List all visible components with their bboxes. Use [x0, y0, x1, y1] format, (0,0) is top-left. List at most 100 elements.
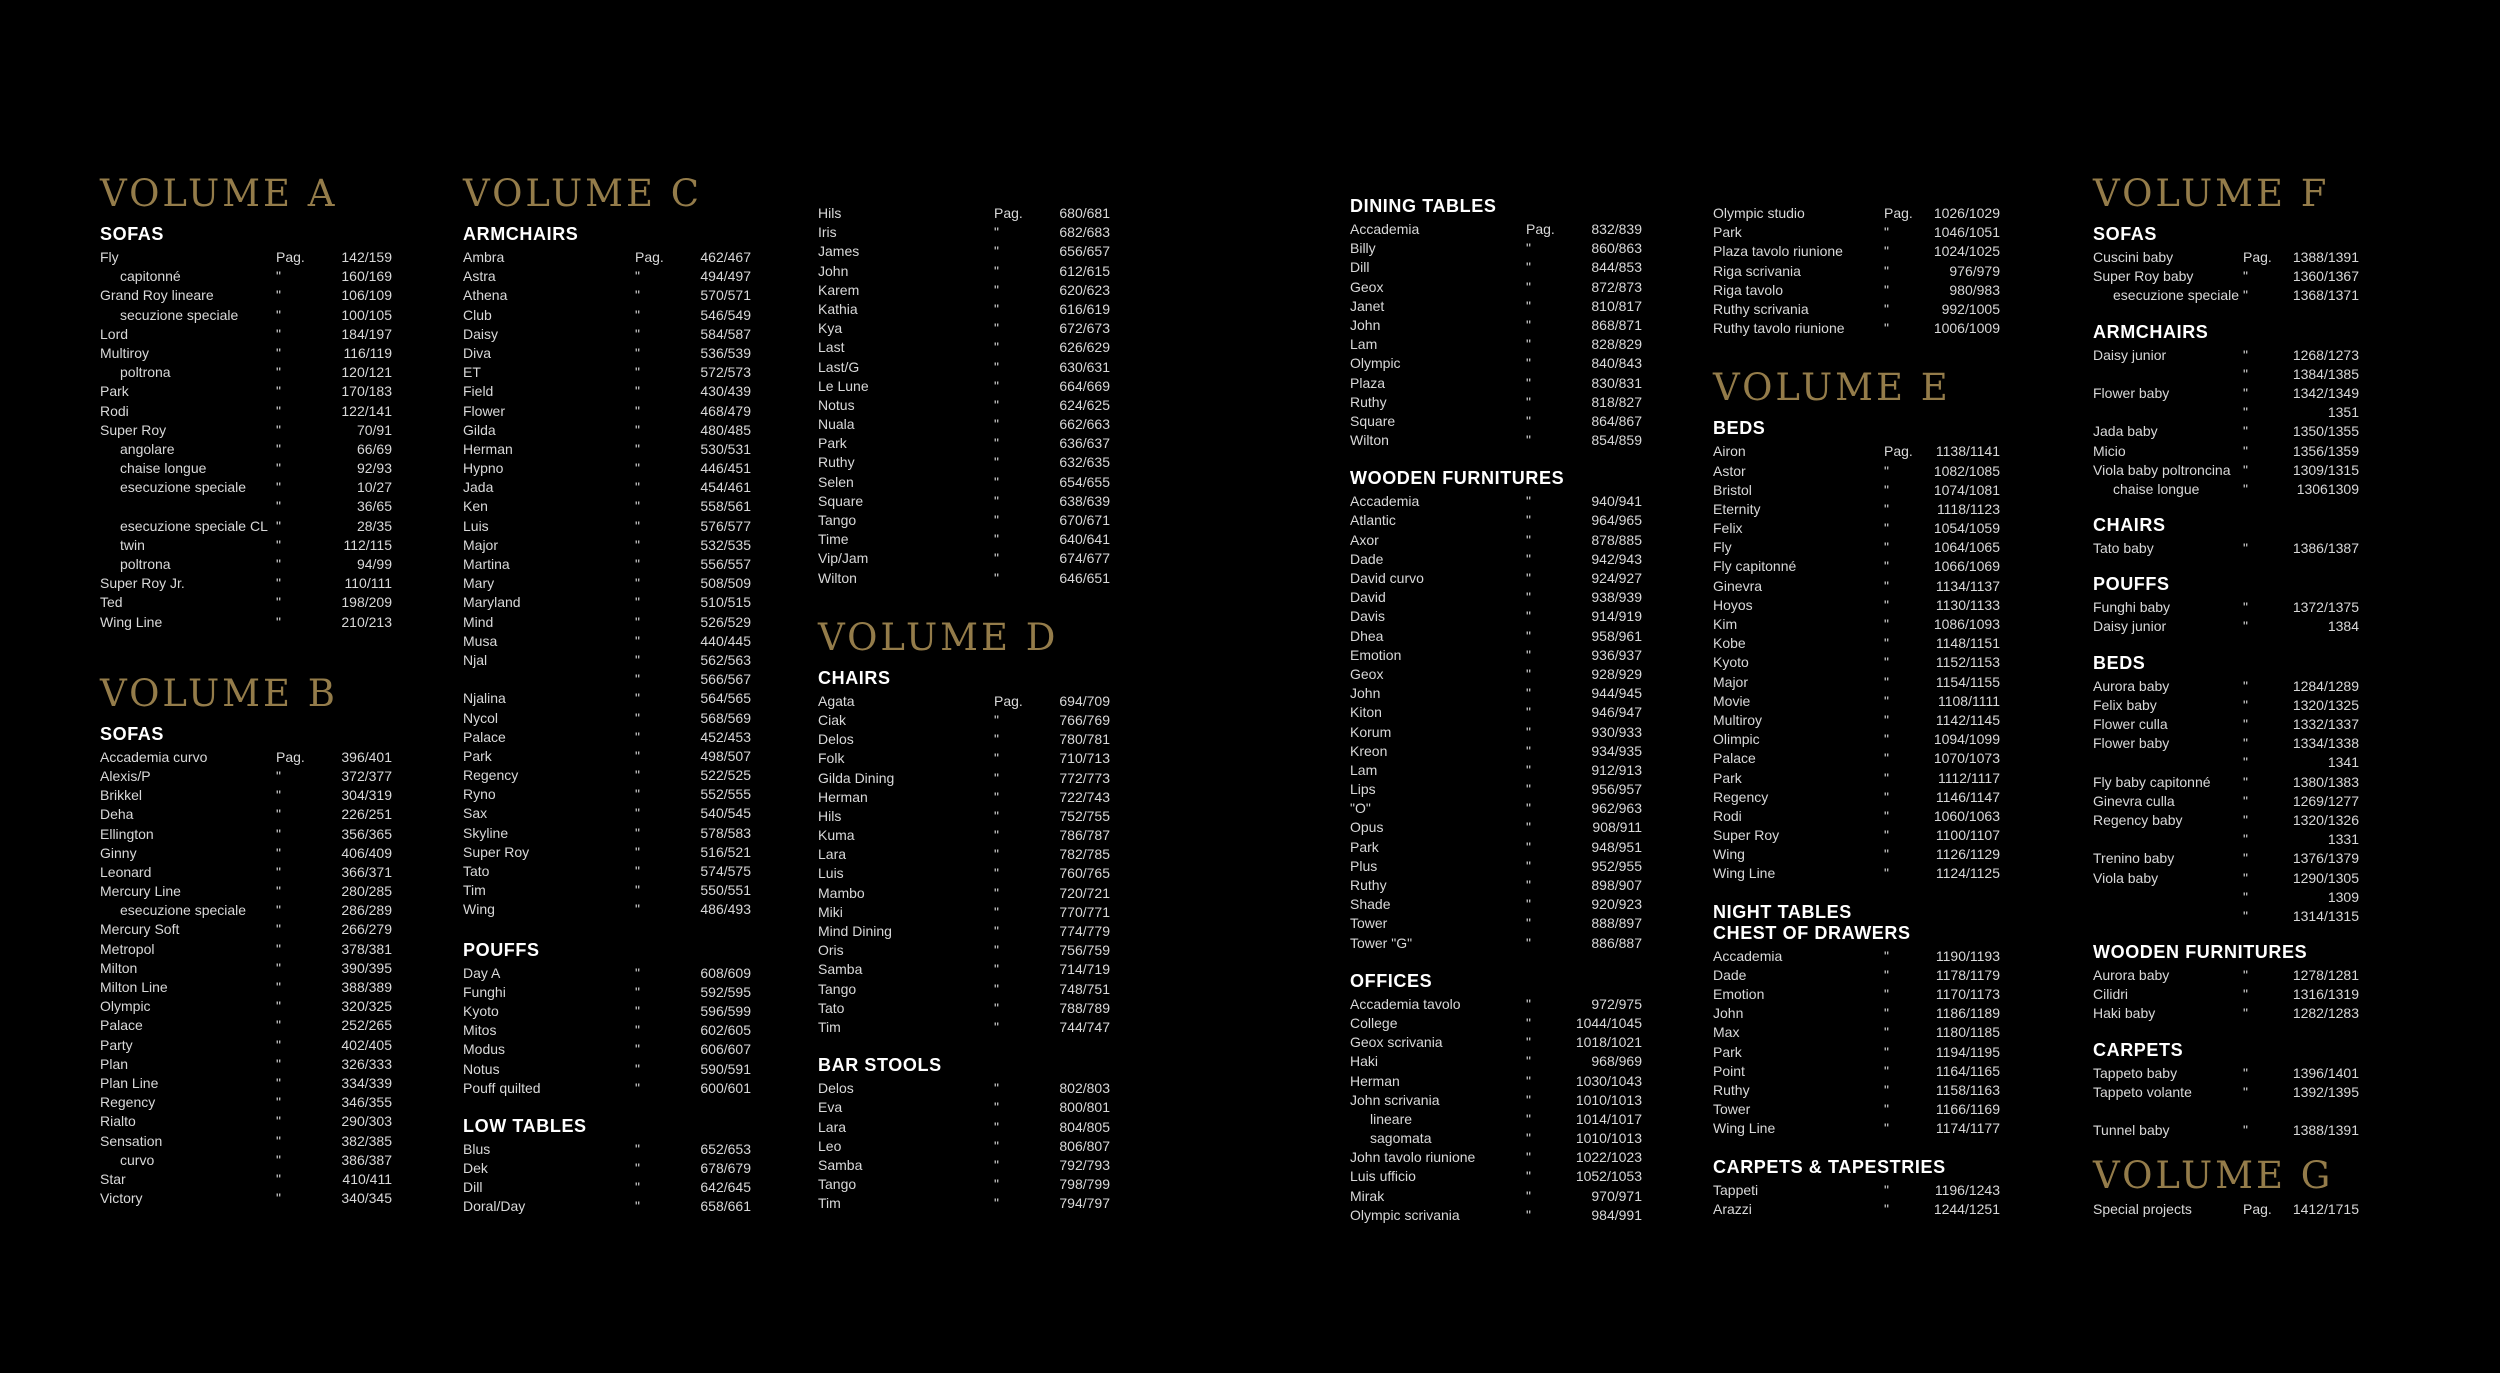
- page-range: 828/829: [1591, 336, 1642, 353]
- index-row: Tato " 574/575: [463, 862, 751, 881]
- product-name: Oris: [818, 942, 844, 959]
- pag-label: ": [276, 1055, 281, 1072]
- index-row: Ruthy tavolo riunione " 1006/1009: [1713, 319, 2000, 338]
- page-range: 608/609: [700, 964, 751, 981]
- index-row: esecuzione speciale CL " 28/35: [100, 517, 392, 536]
- pag-label: ": [1526, 896, 1531, 913]
- index-row: Mercury Soft " 266/279: [100, 920, 392, 939]
- page-range: 584/587: [700, 325, 751, 342]
- product-name: Samba: [818, 1156, 863, 1173]
- index-row: Sax " 540/545: [463, 804, 751, 823]
- page-range: 1146/1147: [1935, 788, 2000, 805]
- pag-label: ": [2243, 792, 2248, 809]
- product-name: Regency: [1713, 788, 1769, 805]
- pag-label: ": [276, 902, 281, 919]
- index-row: Park " 170/183: [100, 382, 392, 401]
- pag-label: ": [1526, 1168, 1531, 1185]
- category-header-line: SOFAS: [100, 723, 165, 744]
- page-range: 710/713: [1059, 750, 1110, 767]
- page-range: 944/945: [1591, 685, 1642, 702]
- product-name: Martina: [463, 556, 510, 572]
- pag-label: ": [1526, 685, 1531, 702]
- index-row: Accademia tavolo " 972/975: [1350, 995, 1642, 1014]
- pag-label: ": [1526, 1130, 1531, 1147]
- index-row: Plan " 326/333: [100, 1055, 392, 1074]
- page-range: 226/251: [341, 806, 392, 823]
- index-row: Olympic studio Pag. 1026/1029: [1713, 204, 2000, 223]
- product-name: Ellington: [100, 825, 154, 842]
- index-row: Mirak " 970/971: [1350, 1187, 1642, 1206]
- product-name: [2093, 753, 2243, 772]
- pag-label: ": [994, 377, 999, 394]
- pag-label: ": [994, 320, 999, 337]
- product-name: Dade: [1713, 966, 1747, 983]
- product-name: Tunnel baby: [2093, 1122, 2170, 1139]
- pag-label: ": [1526, 781, 1531, 798]
- index-row: John " 944/945: [1350, 684, 1642, 703]
- pag-label: ": [994, 454, 999, 471]
- product-name: Fly: [100, 249, 119, 265]
- page-range: 452/453: [700, 728, 751, 745]
- product-name: Regency: [463, 767, 519, 784]
- index-row: Vip/Jam " 674/677: [818, 549, 1110, 568]
- product-name: Emotion: [1713, 986, 1765, 1002]
- index-row: Super Roy " 70/91: [100, 421, 392, 440]
- page-range: 1269/1277: [2292, 792, 2359, 809]
- product-name: Funghi baby: [2093, 599, 2171, 616]
- page-range: 592/595: [700, 983, 751, 1000]
- pag-label: ": [1884, 300, 1889, 317]
- product-name: James: [818, 243, 860, 260]
- pag-label: ": [635, 1041, 640, 1058]
- pag-label: ": [994, 1080, 999, 1097]
- pag-label: ": [2243, 716, 2248, 732]
- page-range: 1082/1085: [1933, 462, 2000, 479]
- page-range: 1314/1315: [2292, 907, 2359, 924]
- index-row: Park " 636/637: [818, 434, 1110, 453]
- page-range: 646/651: [1059, 569, 1110, 586]
- page-range: 1392/1395: [2292, 1083, 2359, 1100]
- product-name: Eva: [818, 1099, 843, 1116]
- product-name: esecuzione speciale: [120, 479, 247, 496]
- pag-label: ": [635, 1060, 640, 1077]
- product-name: Leonard: [100, 863, 152, 880]
- product-name: Mind: [463, 613, 494, 630]
- category-header: SOFAS: [100, 724, 392, 745]
- pag-label: ": [1526, 934, 1531, 951]
- product-name: Viola baby poltroncina: [2093, 461, 2231, 478]
- index-row: Ruthy " 632/635: [818, 453, 1110, 472]
- volume-title: VOLUME F: [2093, 172, 2330, 215]
- category-header: POUFFS: [463, 940, 751, 961]
- page-range: 198/209: [341, 594, 392, 611]
- category-block: BEDS Airon Pag. 1138/1141 Astor " 1082/1085 Bri…: [1713, 418, 2000, 883]
- page-range: 1186/1189: [1935, 1005, 2000, 1022]
- page-range: 160/169: [341, 268, 392, 285]
- product-name: Sax: [463, 805, 488, 822]
- pag-label: ": [635, 805, 640, 822]
- pag-label: ": [1884, 750, 1889, 767]
- product-name: Accademia tavolo: [1350, 995, 1461, 1012]
- page-range: 1320/1326: [2292, 811, 2359, 828]
- index-row: Lord " 184/197: [100, 325, 392, 344]
- pag-label: ": [1884, 947, 1889, 964]
- product-name: Ginny: [100, 844, 137, 861]
- category-block: CARPETS & TAPESTRIES Tappeti " 1196/1243 Ara…: [1713, 1157, 2000, 1219]
- pag-label: ": [2243, 735, 2248, 752]
- index-row: ET " 572/573: [463, 363, 751, 382]
- page-range: 964/965: [1591, 512, 1642, 529]
- index-row: Samba " 792/793: [818, 1156, 1110, 1175]
- index-row: Regency " 522/525: [463, 766, 751, 785]
- pag-label: ": [635, 517, 640, 534]
- page-range: 652/653: [700, 1140, 751, 1157]
- pag-label: ": [1884, 731, 1889, 748]
- pag-label: ": [1884, 577, 1889, 594]
- index-row: Cuscini baby Pag. 1388/1391: [2093, 248, 2359, 267]
- category-block: CARPETS Tappeto baby " 1396/1401 Tappeto vol…: [2093, 1040, 2359, 1141]
- product-name: Opus: [1350, 819, 1384, 836]
- pag-label: ": [635, 460, 640, 477]
- pag-label: ": [994, 788, 999, 805]
- product-name: Daisy junior: [2093, 346, 2167, 363]
- pag-label: Pag.: [1526, 221, 1555, 237]
- page-range: 1372/1375: [2292, 599, 2359, 616]
- page-range: 366/371: [341, 863, 392, 880]
- index-row: Ginevra " 1134/1137: [1713, 577, 2000, 596]
